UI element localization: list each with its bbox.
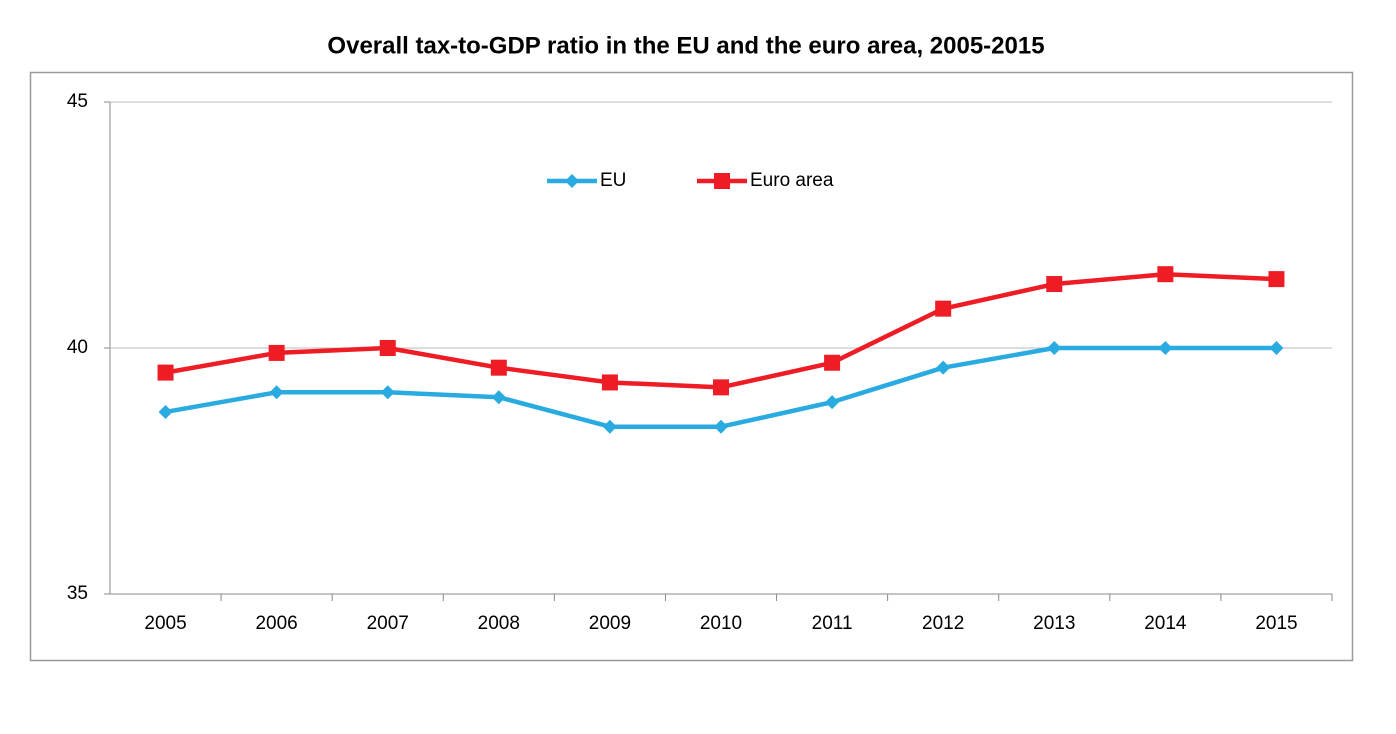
- data-point: [380, 385, 395, 400]
- data-point: [490, 359, 507, 376]
- x-tick-label: 2015: [1255, 613, 1297, 634]
- y-tick-label: 40: [67, 337, 88, 358]
- data-point: [1268, 271, 1285, 288]
- legend-marker: [714, 173, 730, 189]
- data-point: [158, 404, 173, 419]
- data-point: [1046, 276, 1063, 293]
- data-point: [935, 300, 952, 317]
- y-tick-label: 35: [67, 583, 88, 604]
- legend-label: EU: [600, 170, 626, 191]
- data-point: [379, 340, 396, 356]
- x-tick-label: 2012: [922, 613, 964, 634]
- data-point: [491, 390, 506, 405]
- data-point: [713, 379, 729, 396]
- x-tick-label: 2009: [589, 613, 631, 634]
- x-tick-label: 2008: [478, 613, 520, 634]
- data-point: [1047, 341, 1062, 355]
- data-point: [1157, 266, 1174, 283]
- chart-frame: [29, 71, 1354, 662]
- x-tick-label: 2011: [812, 613, 853, 634]
- data-point: [602, 419, 617, 434]
- x-tick-label: 2014: [1144, 613, 1187, 634]
- legend-label: Euro area: [750, 170, 834, 191]
- data-point: [936, 360, 951, 375]
- chart-title: Overall tax-to-GDP ratio in the EU and t…: [327, 32, 1044, 59]
- data-point: [1269, 341, 1284, 355]
- y-tick-label: 45: [67, 91, 88, 112]
- data-point: [714, 419, 728, 434]
- data-point: [268, 344, 285, 361]
- x-tick-label: 2007: [367, 613, 409, 634]
- x-tick-label: 2010: [700, 613, 742, 634]
- series-line: [165, 271, 1277, 390]
- data-point: [601, 374, 618, 391]
- legend-marker: [565, 174, 579, 188]
- data-point: [269, 385, 284, 400]
- data-point: [825, 395, 840, 410]
- data-point: [157, 364, 174, 381]
- x-tick-label: 2013: [1033, 613, 1075, 634]
- data-point: [1158, 341, 1173, 355]
- data-point: [824, 354, 841, 371]
- x-tick-label: 2005: [144, 613, 186, 634]
- x-tick-label: 2006: [255, 613, 297, 634]
